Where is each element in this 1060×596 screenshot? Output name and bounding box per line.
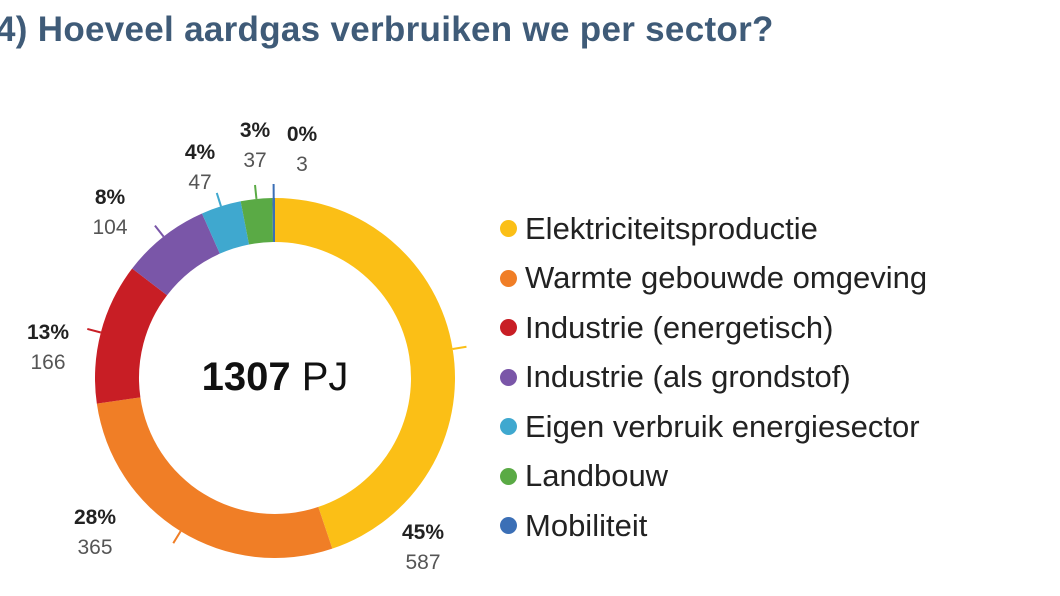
donut-slice-3 [132, 213, 220, 296]
legend-item: Industrie (energetisch) [500, 303, 927, 353]
legend-dot-icon [500, 319, 517, 337]
leader-line-4 [215, 192, 222, 207]
donut-slice-6 [272, 198, 275, 243]
legend-label: Elektriciteitsproductie [525, 210, 818, 246]
data-label-value: 3 [296, 153, 308, 176]
data-label-value: 166 [30, 351, 66, 374]
donut-slice-2 [95, 268, 168, 404]
legend-item: Elektriciteitsproductie [500, 204, 927, 254]
donut-slice-4 [201, 201, 250, 254]
data-label-value: 587 [405, 551, 441, 574]
data-label: 8% 104 [92, 183, 127, 243]
legend-dot-icon [500, 467, 517, 485]
data-label: 3% 37 [240, 116, 270, 176]
legend-label: Warmte gebouwde omgeving [525, 260, 928, 296]
data-label-percent: 4% [184, 141, 216, 164]
leader-line-5 [254, 184, 258, 200]
legend-item: Warmte gebouwde omgeving [500, 254, 927, 304]
data-label: 13% 166 [27, 318, 69, 378]
leader-line-1 [172, 530, 182, 544]
legend-label: Landbouw [525, 458, 669, 494]
legend-item: Landbouw [500, 452, 927, 502]
center-total: 1307 PJ [175, 355, 375, 400]
data-label-percent: 45% [401, 521, 445, 544]
legend-dot-icon [500, 517, 517, 535]
data-label-value: 365 [77, 536, 113, 559]
legend-dot-icon [500, 418, 517, 436]
data-label-percent: 3% [239, 119, 271, 142]
data-label-percent: 28% [73, 506, 117, 529]
data-label-value: 37 [243, 149, 267, 172]
center-total-value: 1307 [201, 355, 291, 399]
legend-label: Industrie (energetisch) [525, 309, 834, 345]
data-label-percent: 0% [286, 123, 318, 146]
legend-dot-icon [500, 220, 517, 238]
legend-label: Mobiliteit [525, 507, 648, 543]
data-label-value: 104 [92, 216, 128, 239]
legend-dot-icon [500, 269, 517, 287]
legend-dot-icon [500, 368, 517, 386]
donut-slice-5 [240, 198, 274, 245]
leader-line-2 [87, 327, 102, 334]
data-label-value: 47 [188, 171, 212, 194]
legend-item: Industrie (als grondstof) [500, 353, 927, 403]
data-label: 45% 587 [402, 518, 444, 578]
page-title: 4) Hoeveel aardgas verbruiken we per sec… [0, 10, 774, 49]
donut-slice-1 [96, 397, 333, 558]
legend-item: Mobiliteit [500, 501, 927, 551]
legend-item: Eigen verbruik energiesector [500, 402, 927, 452]
leader-line-3 [154, 224, 165, 238]
legend-label: Industrie (als grondstof) [525, 359, 851, 395]
data-label: 0% 3 [287, 120, 317, 180]
legend-label: Eigen verbruik energiesector [525, 408, 920, 444]
data-label-percent: 8% [94, 186, 126, 209]
leader-line-0 [452, 345, 467, 350]
data-label-percent: 13% [26, 321, 70, 344]
center-total-unit: PJ [301, 355, 349, 399]
donut-slice-0 [275, 198, 456, 549]
data-label: 28% 365 [74, 503, 116, 563]
legend: Elektriciteitsproductie Warmte gebouwde o… [500, 204, 927, 551]
data-label: 4% 47 [185, 138, 215, 198]
